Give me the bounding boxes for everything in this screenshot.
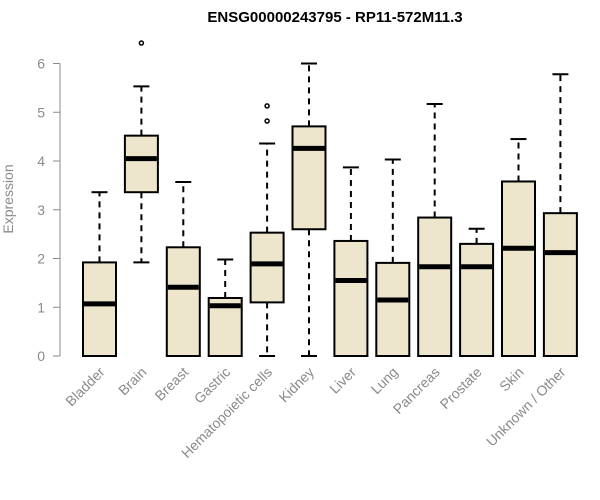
- x-tick-label: Liver: [326, 364, 359, 397]
- iqr-box: [291, 125, 327, 231]
- iqr-box: [542, 212, 578, 357]
- y-tick-label: 5: [37, 104, 45, 120]
- outlier-point: [264, 118, 270, 124]
- box-breast: [165, 180, 201, 358]
- outlier-point: [138, 40, 145, 46]
- iqr-box: [123, 134, 159, 194]
- x-tick-label: Unknown / Other: [483, 364, 569, 450]
- y-tick-label: 2: [37, 251, 45, 267]
- box-hematopoietic-cells: [249, 103, 285, 357]
- box-bladder: [82, 191, 117, 357]
- y-tick-label: 4: [37, 153, 45, 169]
- box-brain: [123, 40, 159, 264]
- y-tick-label: 0: [37, 348, 45, 364]
- box-kidney: [291, 62, 327, 357]
- y-tick-label: 6: [37, 56, 45, 72]
- box-liver: [333, 166, 369, 357]
- iqr-box: [501, 180, 536, 357]
- y-tick-label: 1: [37, 299, 45, 315]
- box-group: [82, 40, 578, 358]
- chart-title: ENSG00000243795 - RP11-572M11.3: [207, 9, 462, 26]
- iqr-box: [165, 246, 201, 358]
- x-tick-label: Pancreas: [390, 364, 443, 417]
- box-lung: [375, 158, 411, 358]
- iqr-box: [375, 261, 411, 358]
- x-tick-label: Kidney: [276, 364, 318, 406]
- y-axis-ticks: 0 1 2 3 4 5 6: [37, 56, 60, 364]
- y-tick-label: 3: [37, 202, 45, 218]
- box-gastric: [207, 258, 243, 357]
- x-tick-label: Prostate: [437, 364, 485, 412]
- x-tick-label: Breast: [151, 364, 191, 404]
- box-skin: [501, 138, 536, 357]
- x-tick-label: Bladder: [62, 364, 108, 410]
- iqr-box: [417, 216, 453, 357]
- box-unknown-other: [542, 73, 578, 357]
- iqr-box: [249, 231, 285, 304]
- x-tick-label: Skin: [496, 364, 527, 395]
- iqr-box: [459, 242, 495, 357]
- iqr-box: [333, 239, 369, 357]
- iqr-box: [82, 261, 117, 357]
- x-tick-label: Brain: [115, 364, 149, 398]
- outlier-point: [264, 103, 270, 109]
- box-prostate: [459, 227, 495, 357]
- y-axis-label: Expression: [0, 164, 16, 233]
- box-pancreas: [417, 102, 453, 357]
- x-tick-label: Lung: [368, 364, 401, 397]
